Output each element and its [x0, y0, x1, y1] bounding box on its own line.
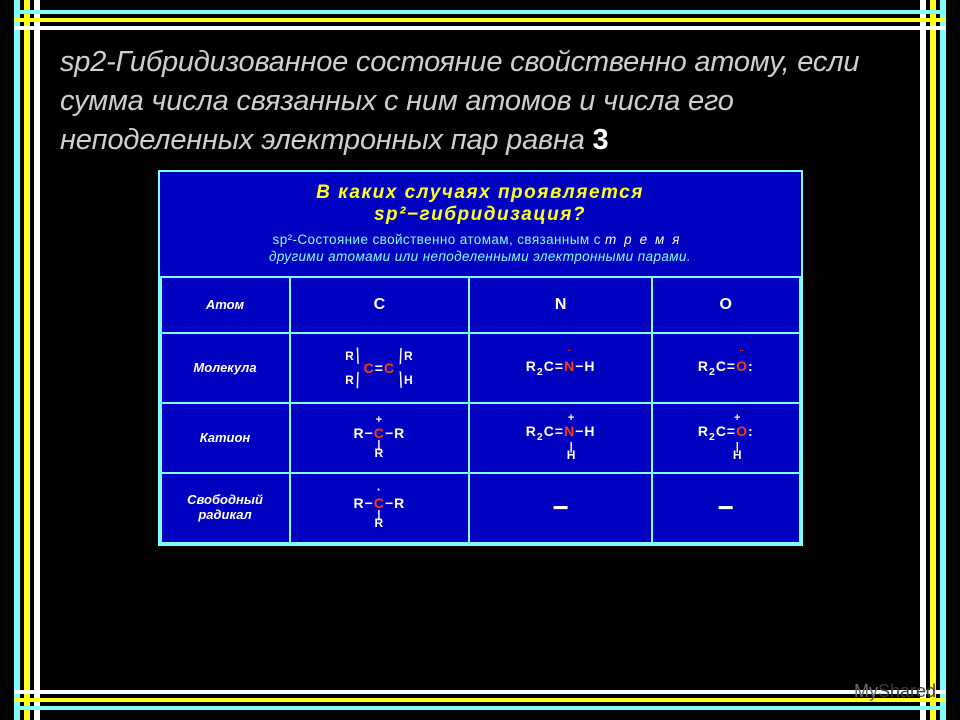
- panel-sub-p1: sp²-Состояние свойственно атомам, связан…: [273, 232, 605, 247]
- table-header-row: Атом C N O: [161, 277, 800, 333]
- watermark: MyShared: [854, 681, 936, 702]
- row-label-radical: Свободный радикал: [161, 473, 290, 543]
- col-n: N: [469, 277, 652, 333]
- cell-cat-o: + R2C=O: | H: [652, 403, 799, 473]
- cell-mol-c: R╲ ╱R C=C R╱ ╲H: [290, 333, 470, 403]
- cell-cat-c: + R−C−R | R: [290, 403, 470, 473]
- panel-title-l2: sp²−гибридизация?: [168, 204, 793, 226]
- info-panel: В каких случаях проявляется sp²−гибридиз…: [158, 170, 803, 546]
- panel-subtitle: sp²-Состояние свойственно атомам, связан…: [160, 228, 801, 276]
- row-label-molecule: Молекула: [161, 333, 290, 403]
- table-row: Катион + R−C−R | R + R2C=N−H | H: [161, 403, 800, 473]
- cell-rad-o: −: [652, 473, 799, 543]
- col-o: O: [652, 277, 799, 333]
- slide-content: sp2-Гибридизованное состояние свойственн…: [50, 35, 910, 685]
- cell-mol-n: R2C=N¨−H: [469, 333, 652, 403]
- chem-table: Атом C N O Молекула R╲ ╱R C=C: [160, 276, 801, 544]
- row-label-cation: Катион: [161, 403, 290, 473]
- col-atom: Атом: [161, 277, 290, 333]
- cell-mol-o: R2C=O¨:: [652, 333, 799, 403]
- headline-text: sp2-Гибридизованное состояние свойственн…: [60, 46, 859, 156]
- watermark-text: Shared: [878, 681, 936, 701]
- cell-cat-n: + R2C=N−H | H: [469, 403, 652, 473]
- panel-sub-p3: другими атомами или неподеленными электр…: [269, 249, 691, 264]
- headline-emph: 3: [593, 124, 609, 156]
- headline: sp2-Гибридизованное состояние свойственн…: [60, 43, 900, 160]
- table-row: Молекула R╲ ╱R C=C R╱ ╲H: [161, 333, 800, 403]
- cell-rad-n: −: [469, 473, 652, 543]
- table-row: Свободный радикал · R−C−R | R − −: [161, 473, 800, 543]
- cell-rad-c: · R−C−R | R: [290, 473, 470, 543]
- col-c: C: [290, 277, 470, 333]
- panel-title-l1: В каких случаях проявляется: [316, 182, 644, 203]
- panel-title: В каких случаях проявляется sp²−гибридиз…: [160, 172, 801, 228]
- panel-sub-p2: тремя: [605, 232, 687, 247]
